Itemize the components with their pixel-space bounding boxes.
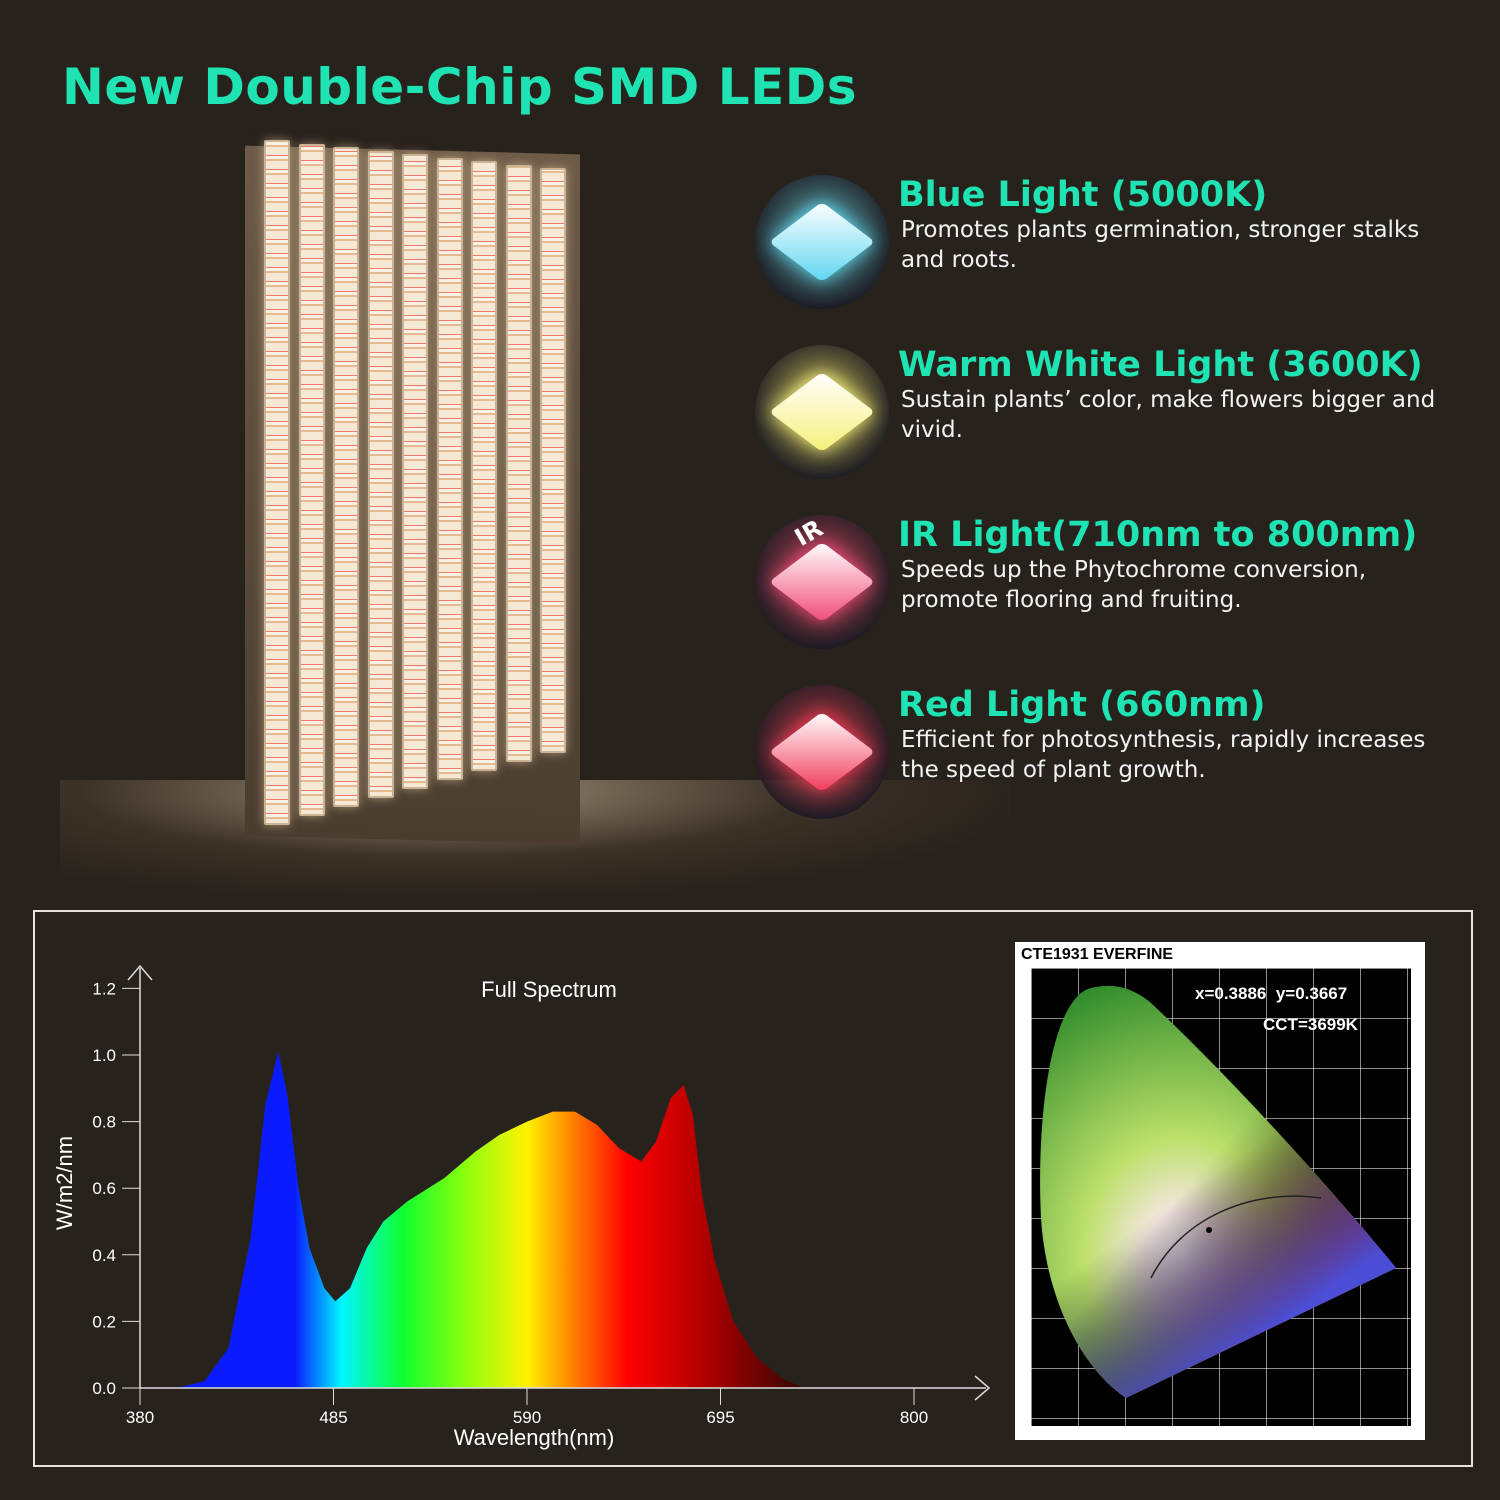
cie-coordinates: x=0.3886 y=0.3667 bbox=[1195, 984, 1348, 1003]
feature-description: Speeds up the Phytochrome conversion, pr… bbox=[901, 557, 1367, 613]
cct-value: CCT=3699K bbox=[1263, 1015, 1358, 1034]
led-light-bar bbox=[436, 157, 463, 780]
warm-white-chip-icon bbox=[755, 345, 889, 479]
y-axis-arrow-icon bbox=[127, 964, 153, 981]
led-light-bar bbox=[264, 140, 290, 825]
y-tick-label: 1.0 bbox=[92, 1046, 116, 1065]
led-light-bar bbox=[367, 150, 394, 798]
feature-item: IR IR Light(710nm to 800nm) Speeds up th… bbox=[755, 514, 1475, 650]
cie-chromaticity-diagram: CTE1931 EVERFINE bbox=[1015, 942, 1425, 1440]
feature-description: Efficient for photosynthesis, rapidly in… bbox=[901, 727, 1426, 783]
spectrum-chart: 0.0 0.2 0.4 0.6 0.8 1.0 1.2 380 485 590 695 800 Ful… bbox=[52, 964, 991, 1450]
led-chip-icon bbox=[768, 541, 876, 623]
cie-label: CTE1931 EVERFINE bbox=[1017, 946, 1178, 964]
y-tick-label: 0.4 bbox=[92, 1246, 116, 1265]
feature-heading: Red Light (660nm) bbox=[898, 685, 1266, 725]
feature-description: Sustain plants’ color, make flowers bigg… bbox=[901, 387, 1436, 443]
led-light-bar bbox=[505, 164, 532, 762]
x-axis-label: Wavelength(nm) bbox=[454, 1425, 615, 1450]
cie-plot bbox=[1031, 968, 1411, 1426]
y-tick-label: 0.2 bbox=[92, 1312, 116, 1331]
y-tick-label: 0.0 bbox=[92, 1379, 116, 1398]
spectrum-area bbox=[176, 1051, 804, 1388]
y-tick-label: 1.2 bbox=[92, 979, 116, 998]
feature-heading: IR Light(710nm to 800nm) bbox=[898, 515, 1418, 555]
feature-description: Promotes plants germination, stronger st… bbox=[901, 217, 1420, 273]
led-light-bar bbox=[333, 147, 359, 807]
x-tick-label: 485 bbox=[319, 1408, 347, 1427]
x-tick-label: 695 bbox=[706, 1408, 734, 1427]
y-axis-label: W/m2/nm bbox=[52, 1136, 77, 1230]
led-chip-icon bbox=[768, 201, 876, 283]
chart-title: Full Spectrum bbox=[481, 977, 617, 1002]
led-light-bar bbox=[402, 154, 428, 789]
feature-item: Warm White Light (3600K) Sustain plants’… bbox=[755, 345, 1475, 480]
feature-heading: Blue Light (5000K) bbox=[898, 175, 1268, 215]
feature-item: Red Light (660nm) Efficient for photosyn… bbox=[755, 685, 1475, 820]
y-tick-label: 0.8 bbox=[92, 1113, 116, 1132]
led-chip-icon bbox=[768, 711, 876, 793]
cie-horseshoe bbox=[1040, 985, 1396, 1398]
x-tick-label: 590 bbox=[513, 1408, 541, 1427]
feature-item: Blue Light (5000K) Promotes plants germi… bbox=[755, 175, 1475, 310]
page-title: New Double-Chip SMD LEDs bbox=[62, 58, 857, 116]
led-light-bar bbox=[471, 161, 497, 771]
red-chip-icon bbox=[755, 685, 889, 819]
led-light-bar bbox=[298, 143, 325, 816]
x-axis-arrow-icon bbox=[974, 1375, 991, 1401]
led-chip-icon bbox=[768, 371, 876, 453]
led-light-bar bbox=[540, 168, 566, 753]
x-tick-label: 380 bbox=[126, 1408, 154, 1427]
y-tick-label: 0.6 bbox=[92, 1179, 116, 1198]
x-tick-label: 800 bbox=[900, 1408, 928, 1427]
feature-heading: Warm White Light (3600K) bbox=[898, 345, 1423, 385]
spectrum-section bbox=[33, 910, 1473, 1467]
blue-chip-icon bbox=[755, 175, 889, 309]
ir-chip-icon: IR bbox=[755, 514, 889, 649]
